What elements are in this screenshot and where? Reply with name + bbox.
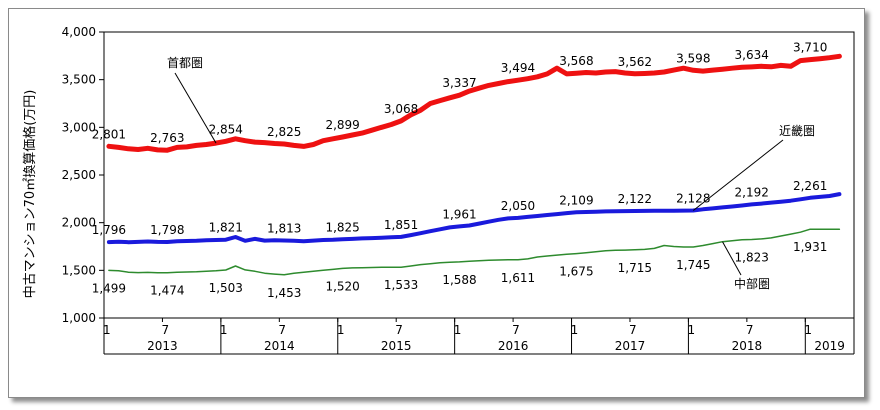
data-label: 2,763 [150, 131, 184, 145]
x-month-label: 1 [804, 323, 812, 337]
data-label: 1,823 [735, 251, 769, 265]
data-label: 2,122 [618, 192, 652, 206]
y-tick-label: 2,500 [62, 168, 96, 182]
x-month-label: 7 [512, 323, 520, 337]
x-month-label: 1 [103, 323, 111, 337]
y-tick-label: 3,500 [62, 73, 96, 87]
x-month-label: 1 [687, 323, 695, 337]
data-label: 3,598 [676, 51, 710, 65]
data-label: 1,825 [325, 220, 359, 234]
x-year-label: 2018 [732, 339, 763, 353]
series-line-3 [108, 228, 841, 276]
data-label: 3,568 [559, 54, 593, 68]
axes [99, 31, 855, 355]
data-labels: 2,801 2,763 2,854 2,825 2,899 3,068 3,337 3,494… [92, 41, 828, 300]
data-label: 1,851 [384, 218, 418, 232]
x-month-label: 1 [571, 323, 579, 337]
y-tick-label: 1,500 [62, 263, 96, 277]
x-tick-labels: 1 7 1 7 1 7 1 7 1 7 1 7 1 2013 2014 2015 2016 2017 2018 201… [103, 323, 845, 353]
x-month-label: 1 [454, 323, 462, 337]
x-month-label: 7 [746, 323, 754, 337]
data-label: 1,798 [150, 223, 184, 237]
x-year-label: 2017 [615, 339, 646, 353]
y-axis-label: 中古マンション70㎡換算価格(万円) [22, 90, 38, 299]
series-name-label: 近畿圏 [779, 124, 815, 138]
data-label: 3,710 [793, 41, 827, 55]
data-label: 1,611 [501, 271, 535, 285]
data-label: 1,520 [325, 279, 359, 293]
data-label: 1,821 [209, 221, 243, 235]
data-label: 3,634 [735, 48, 769, 62]
x-month-label: 1 [337, 323, 345, 337]
series-name-label: 中部圏 [734, 276, 770, 291]
data-label: 2,825 [267, 125, 301, 139]
data-label: 2,128 [676, 191, 710, 205]
data-label: 1,453 [267, 286, 301, 300]
data-label: 2,261 [793, 179, 827, 193]
data-label: 1,533 [384, 278, 418, 292]
series-lines [106, 53, 842, 276]
y-tick-label: 3,000 [62, 120, 96, 134]
series-name-label: 首都圏 [167, 56, 203, 70]
data-label: 1,931 [793, 240, 827, 254]
data-label: 1,961 [442, 207, 476, 221]
data-label: 1,499 [92, 281, 126, 295]
data-label: 1,474 [150, 284, 184, 298]
data-label: 3,562 [618, 55, 652, 69]
data-label: 1,813 [267, 221, 301, 235]
line-chart: 1,000 1,500 2,000 2,500 3,000 3,500 4,000 1 7 1 7… [22, 25, 855, 355]
leader-line [692, 139, 784, 211]
y-tick-label: 4,000 [62, 25, 96, 39]
x-year-label: 2016 [498, 339, 529, 353]
y-tick-label: 2,000 [62, 216, 96, 230]
series-line-1 [106, 53, 842, 153]
data-label: 1,796 [92, 223, 126, 237]
x-month-label: 1 [220, 323, 228, 337]
data-label: 2,192 [735, 185, 769, 199]
x-year-label: 2014 [264, 339, 295, 353]
y-tick-labels: 1,000 1,500 2,000 2,500 3,000 3,500 4,000 [62, 25, 96, 325]
x-month-label: 7 [278, 323, 286, 337]
series-line-2 [106, 192, 842, 245]
data-label: 3,337 [442, 76, 476, 90]
data-label: 2,050 [501, 199, 535, 213]
data-label: 2,854 [209, 122, 243, 136]
y-tick-label: 1,000 [62, 311, 96, 325]
x-month-label: 7 [161, 323, 169, 337]
data-label: 2,801 [92, 127, 126, 141]
x-year-label: 2015 [381, 339, 412, 353]
leader-line [722, 241, 742, 276]
data-label: 1,715 [618, 261, 652, 275]
data-label: 3,494 [501, 61, 535, 75]
data-label: 2,109 [559, 193, 593, 207]
data-label: 1,675 [559, 265, 593, 279]
x-year-label: 2019 [814, 339, 845, 353]
data-label: 1,745 [676, 258, 710, 272]
data-label: 1,503 [209, 281, 243, 295]
plot-area-border [103, 31, 855, 319]
x-month-label: 7 [629, 323, 637, 337]
leader-line [174, 72, 217, 144]
x-month-label: 7 [395, 323, 403, 337]
data-label: 1,588 [442, 273, 476, 287]
data-label: 3,068 [384, 102, 418, 116]
chart-frame: 1,000 1,500 2,000 2,500 3,000 3,500 4,000 1 7 1 7… [8, 8, 865, 398]
x-year-label: 2013 [147, 339, 178, 353]
data-label: 2,899 [325, 118, 359, 132]
